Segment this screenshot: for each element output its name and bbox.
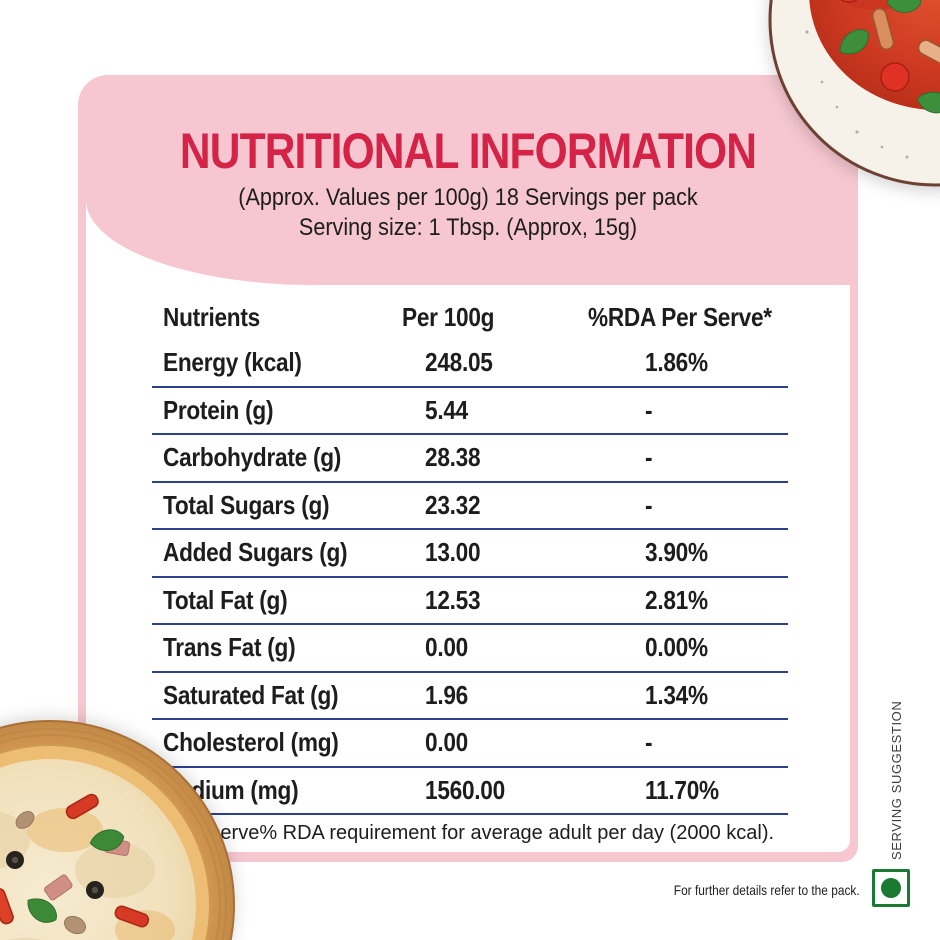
per-100g-cell: 5.44 [425,395,645,426]
pasta-plate-photo [767,0,940,188]
table-row: Cholesterol (mg) 0.00 - [152,720,788,768]
rda-cell: 1.86% [645,347,788,378]
per-100g-cell: 28.38 [425,442,645,473]
table-header-row: Nutrients Per 100g %RDA Per Serve* [152,294,788,340]
nutrient-cell-text: Energy (kcal) [163,347,302,378]
table-row: Saturated Fat (g) 1.96 1.34% [152,673,788,720]
nutrient-cell: Carbohydrate (g) [152,442,425,473]
header-nutrients: Nutrients [163,301,260,332]
nutrition-card: NUTRITIONAL INFORMATION (Approx. Values … [78,75,858,862]
rda-cell: 0.00% [645,632,788,663]
table-row: Carbohydrate (g) 28.38 - [152,435,788,483]
rda-cell: 3.90% [645,537,788,568]
per-100g-cell-text: 13.00 [425,537,481,568]
rda-cell: 1.34% [645,680,788,711]
header-rda-per-serve: %RDA Per Serve* [588,301,772,332]
rda-cell-text: - [645,394,653,425]
rda-cell: 11.70% [645,775,788,806]
table-row: Total Fat (g) 12.53 2.81% [152,578,788,625]
table-body: Energy (kcal) 248.05 1.86% Protein (g) 5.44 -… [152,340,788,815]
rda-cell-text: 2.81% [645,584,708,615]
rda-cell-text: 0.00% [645,632,708,663]
nutrient-cell: Saturated Fat (g) [152,680,425,711]
header-curve [86,200,850,285]
serving-suggestion-label: SERVING SUGGESTION [889,700,904,860]
nutrient-cell: Total Fat (g) [152,585,425,616]
per-100g-cell-text: 23.32 [425,489,481,520]
nutrient-cell-text: Trans Fat (g) [163,632,296,663]
per-100g-cell: 23.32 [425,490,645,521]
rda-cell-text: 3.90% [645,537,708,568]
per-100g-cell: 0.00 [425,632,645,663]
per-100g-cell: 12.53 [425,585,645,616]
rda-cell: - [645,442,788,473]
rda-cell: - [645,727,788,758]
pack-note: For further details refer to the pack. [674,882,860,898]
rda-cell-text: 1.34% [645,679,708,710]
header-per-100g: Per 100g [402,301,495,332]
rda-cell-text: 11.70% [645,774,719,805]
rda-cell: - [645,395,788,426]
pizza-illustration [0,720,235,940]
table-row: Protein (g) 5.44 - [152,388,788,435]
nutrient-cell: Cholesterol (mg) [152,727,425,758]
per-100g-cell-text: 28.38 [425,442,481,473]
per-100g-cell-text: 0.00 [425,727,468,758]
subtitle-line-2: Serving size: 1 Tbsp. (Approx, 15g) [298,214,638,241]
per-100g-cell-text: 12.53 [425,584,481,615]
nutrient-cell-text: Total Fat (g) [163,584,288,615]
per-100g-cell: 1.96 [425,680,645,711]
per-100g-cell: 13.00 [425,537,645,568]
rda-cell-text: - [645,442,653,473]
nutrient-cell: Added Sugars (g) [152,537,425,568]
nutrient-cell-text: Saturated Fat (g) [163,679,339,710]
pasta-plate-illustration [768,0,940,187]
per-100g-cell-text: 1.96 [425,679,468,710]
nutrient-cell-text: Total Sugars (g) [163,489,330,520]
subtitle-line-1: (Approx. Values per 100g) 18 Servings pe… [238,184,698,211]
per-100g-cell-text: 5.44 [425,394,468,425]
per-100g-cell: 1560.00 [425,775,645,806]
rda-cell-text: 1.86% [645,347,708,378]
subtitle: (Approx. Values per 100g) 18 Servings pe… [78,183,858,243]
nutrient-cell-text: Carbohydrate (g) [163,442,342,473]
page-title: NUTRITIONAL INFORMATION [179,123,757,179]
nutrient-cell-text: Added Sugars (g) [163,537,348,568]
nutrition-table: Nutrients Per 100g %RDA Per Serve* Energ… [152,294,788,815]
nutrient-cell: Energy (kcal) [152,347,425,378]
table-row: Sodium (mg) 1560.00 11.70% [152,768,788,815]
per-100g-cell: 248.05 [425,347,645,378]
table-row: Added Sugars (g) 13.00 3.90% [152,530,788,578]
veg-symbol-dot [881,878,901,898]
rda-footnote: *Per serve% RDA requirement for average … [165,822,775,844]
rda-cell: - [645,490,788,521]
table-row: Trans Fat (g) 0.00 0.00% [152,625,788,673]
card-header: NUTRITIONAL INFORMATION (Approx. Values … [78,123,858,243]
nutrient-cell: Trans Fat (g) [152,632,425,663]
rda-cell-text: - [645,489,653,520]
table-panel [86,200,850,852]
veg-symbol-icon [872,869,910,907]
per-100g-cell-text: 248.05 [425,347,493,378]
table-row: Total Sugars (g) 23.32 - [152,483,788,530]
per-100g-cell-text: 0.00 [425,632,468,663]
nutrient-cell-text: Cholesterol (mg) [163,727,339,758]
rda-cell-text: - [645,727,653,758]
table-row: Energy (kcal) 248.05 1.86% [152,340,788,388]
pizza-photo [0,720,235,940]
rda-cell: 2.81% [645,585,788,616]
nutrient-cell: Total Sugars (g) [152,490,425,521]
nutrient-cell-text: Protein (g) [163,394,274,425]
nutrient-cell: Protein (g) [152,395,425,426]
per-100g-cell-text: 1560.00 [425,774,505,805]
per-100g-cell: 0.00 [425,727,645,758]
